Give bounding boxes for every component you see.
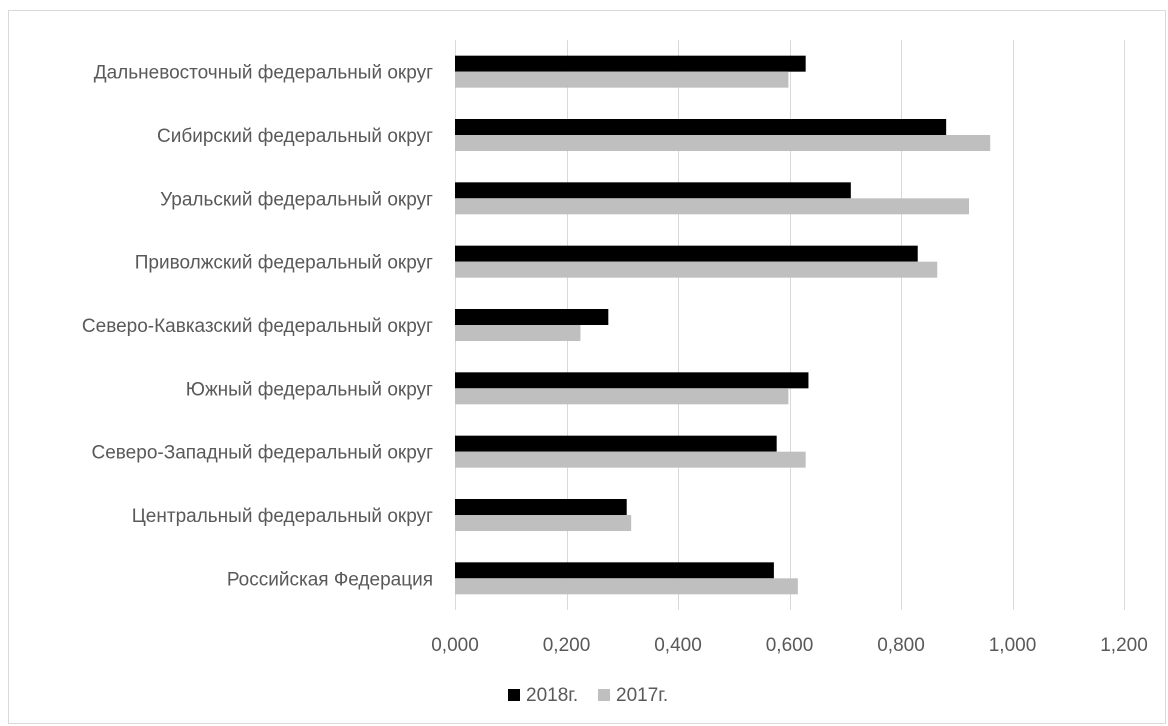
bar-series-2 [455,388,789,405]
legend-label: 2017г. [616,685,668,706]
tick-labels: 0,000 0,200 0,400 0,600 0,800 1,000 1,200 [431,635,1148,656]
x-tick-label: 0,200 [543,635,591,656]
bar-series-1 [455,372,809,389]
bar-series-2 [455,261,938,278]
x-tick-label: 1,000 [989,635,1037,656]
bar-series-1 [455,435,777,452]
category-labels: Российская Федерация Центральный федераль… [82,63,433,591]
x-tick-label: 0,000 [431,635,479,656]
bars [455,55,991,595]
bar-series-2 [455,135,991,151]
x-tick-label: 0,400 [654,635,702,656]
category-label: Сибирский федеральный округ [157,126,433,147]
legend-swatch [508,689,520,701]
category-label: Уральский федеральный округ [160,189,433,210]
x-tick-label: 0,800 [877,635,925,656]
bar-series-1 [455,55,806,72]
category-label: Российская Федерация [227,569,433,590]
bar-series-2 [455,198,970,215]
category-label: Южный федеральный округ [186,379,433,400]
category-label: Северо-Западный федеральный округ [92,443,434,464]
bar-series-2 [455,71,789,88]
bar-series-1 [455,309,609,325]
category-label: Центральный федеральный округ [132,506,433,527]
x-tick-label: 1,200 [1100,635,1148,656]
category-label: Дальневосточный федеральный округ [94,63,433,84]
category-label: Приволжский федеральный округ [135,253,433,274]
bar-series-2 [455,451,806,468]
bar-series-2 [455,515,632,531]
legend-swatch [598,689,610,701]
legend: 2018г. 2017г. [508,685,668,706]
legend-label: 2018г. [526,685,578,706]
x-tick-label: 0,600 [766,635,814,656]
bar-series-2 [455,325,581,341]
bar-series-1 [455,499,627,515]
category-label: Северо-Кавказский федеральный округ [82,316,433,337]
bar-series-2 [455,578,798,595]
bar-series-1 [455,182,851,199]
bar-series-1 [455,119,947,135]
bar-series-1 [455,245,918,262]
bar-series-1 [455,562,774,579]
